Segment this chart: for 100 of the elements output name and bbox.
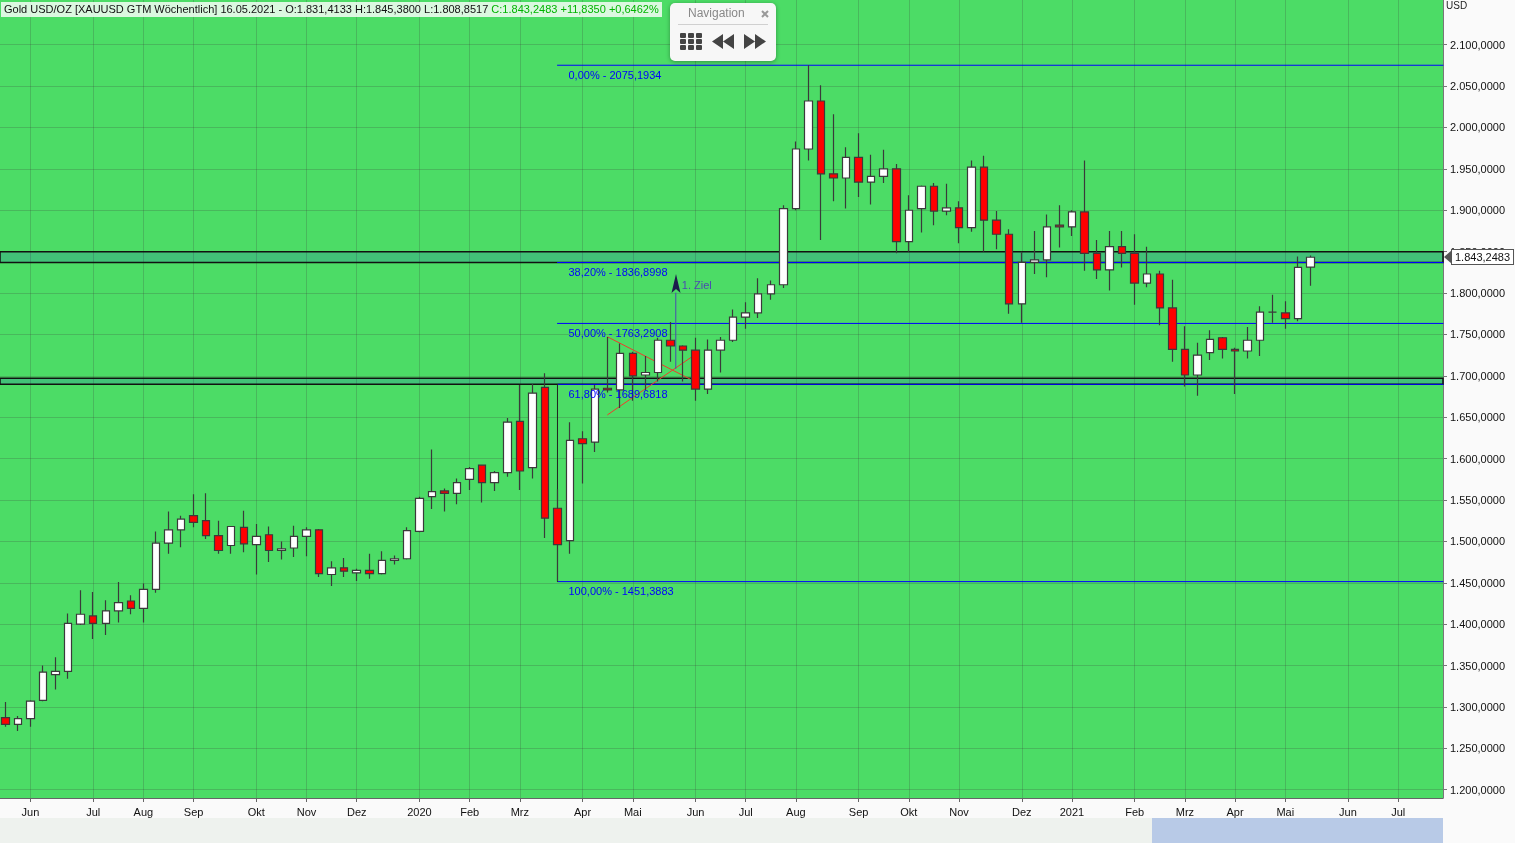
candlestick — [151, 530, 161, 594]
candlestick — [289, 525, 299, 558]
x-tick-label: Feb — [1125, 805, 1145, 818]
candlestick — [929, 182, 939, 226]
candlestick — [264, 525, 274, 563]
candlestick — [88, 591, 98, 640]
x-tick-label: 2021 — [1059, 805, 1085, 818]
candlestick — [402, 526, 412, 561]
candlestick — [351, 568, 362, 582]
candlestick — [841, 146, 851, 210]
candlestick — [38, 664, 48, 702]
y-tick-label: 1.400,0000 — [1450, 618, 1506, 631]
candlestick — [1230, 347, 1240, 395]
x-tick-label: Nov — [949, 805, 970, 818]
y-tick-label: 1.800,0000 — [1450, 287, 1506, 300]
candlestick — [828, 113, 839, 202]
candlestick — [954, 200, 964, 244]
candlestick — [477, 463, 487, 504]
candlestick — [1205, 329, 1215, 361]
x-tick-label: Okt — [247, 805, 265, 818]
candlestick — [778, 204, 789, 289]
candlestick — [665, 321, 676, 363]
candlestick — [678, 344, 688, 383]
candlestick — [527, 383, 538, 480]
candlestick — [1129, 233, 1140, 306]
candlestick — [791, 140, 801, 211]
x-tick-label: Jul — [86, 805, 101, 818]
x-tick-label: Dez — [1011, 805, 1032, 818]
candlestick — [1029, 230, 1040, 275]
candlestick — [326, 560, 337, 587]
candlestick — [904, 194, 914, 253]
candlestick — [138, 583, 149, 624]
candlestick — [1180, 325, 1190, 388]
y-tick-label: 1.750,0000 — [1450, 328, 1506, 341]
candlestick — [1104, 230, 1115, 292]
candlestick — [816, 84, 826, 241]
candlestick — [766, 280, 776, 301]
y-axis-title: USD — [1446, 0, 1468, 11]
candlestick — [1067, 209, 1077, 237]
candlestick — [25, 699, 36, 728]
candlestick — [966, 159, 977, 233]
candlestick — [1155, 270, 1165, 326]
x-tick-label: Mrz — [510, 805, 529, 818]
x-tick-label: Jul — [1391, 805, 1406, 818]
candlestick — [740, 301, 751, 330]
candlestick — [703, 338, 713, 395]
candlestick — [414, 496, 425, 533]
candlestick — [728, 309, 738, 343]
candlestick — [577, 430, 588, 485]
candlestick — [226, 525, 236, 555]
x-tick-label: Apr — [1226, 805, 1244, 818]
candlestick — [540, 372, 550, 539]
x-tick-label: Feb — [460, 805, 480, 818]
candlestick — [515, 384, 525, 491]
candlestick — [1192, 342, 1203, 397]
candlestick — [489, 470, 500, 492]
candlestick — [276, 540, 287, 561]
x-tick-label: Apr — [574, 805, 592, 818]
x-tick-label: Nov — [296, 805, 317, 818]
floating-panel: Navigation — [670, 3, 776, 61]
candlestick — [452, 477, 462, 505]
candlestick — [690, 337, 701, 402]
y-tick-label: 1.450,0000 — [1450, 576, 1506, 589]
candlestick — [1217, 336, 1228, 360]
candlestick — [439, 487, 450, 513]
candlestick — [75, 589, 86, 626]
candlestick — [653, 337, 663, 383]
candlestick — [389, 554, 400, 566]
candlestick — [251, 523, 262, 576]
y-tick-label: 1.300,0000 — [1450, 700, 1506, 713]
candlestick — [979, 155, 989, 253]
candlestick — [941, 183, 952, 216]
x-tick-label: Mai — [623, 805, 642, 818]
y-tick-label: 2.050,0000 — [1450, 80, 1506, 93]
y-tick-label: 2.100,0000 — [1450, 38, 1506, 51]
candlestick — [63, 612, 73, 680]
candlestick — [1305, 254, 1316, 287]
candlestick — [1079, 159, 1090, 272]
candlestick — [176, 515, 186, 548]
candlestick — [113, 581, 124, 624]
y-tick-label: 1.200,0000 — [1450, 783, 1506, 796]
candlestick — [1054, 204, 1065, 249]
candlestick — [314, 528, 324, 578]
candlestick — [1142, 246, 1152, 288]
candlestick — [991, 210, 1002, 250]
candlestick — [803, 64, 814, 162]
x-tick-label: 2020 — [407, 805, 432, 818]
x-tick-label: Aug — [786, 805, 806, 818]
candlestick — [339, 557, 349, 578]
candlestick — [1293, 256, 1303, 322]
candlestick — [1042, 213, 1052, 278]
candlestick — [427, 448, 437, 510]
candlestick — [239, 510, 249, 553]
candlestick — [126, 594, 136, 615]
candlestick — [1004, 228, 1014, 315]
x-tick-label: Aug — [133, 805, 154, 818]
candlestick — [1017, 251, 1027, 324]
candlestick — [853, 132, 864, 198]
candlestick — [0, 701, 11, 728]
candlestick — [201, 492, 211, 540]
